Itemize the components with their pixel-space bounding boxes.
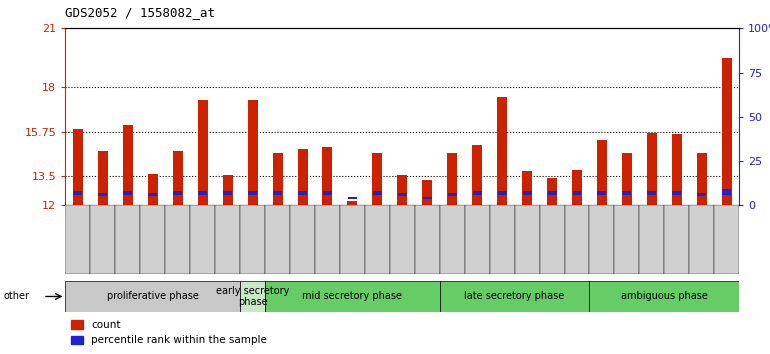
Bar xyxy=(273,153,283,205)
Bar xyxy=(598,190,607,195)
Bar xyxy=(98,151,108,205)
Bar xyxy=(223,190,232,195)
FancyBboxPatch shape xyxy=(465,205,490,274)
Text: proliferative phase: proliferative phase xyxy=(107,291,199,302)
FancyBboxPatch shape xyxy=(440,281,590,312)
FancyBboxPatch shape xyxy=(440,205,465,274)
Bar xyxy=(373,190,382,195)
Bar xyxy=(73,190,82,195)
Bar xyxy=(523,190,531,195)
Bar xyxy=(148,174,158,205)
FancyBboxPatch shape xyxy=(614,205,639,274)
Bar xyxy=(248,190,257,195)
FancyBboxPatch shape xyxy=(240,205,265,274)
Text: late secretory phase: late secretory phase xyxy=(464,291,564,302)
Bar xyxy=(198,100,208,205)
Legend: count, percentile rank within the sample: count, percentile rank within the sample xyxy=(71,320,267,346)
Bar xyxy=(672,190,681,195)
FancyBboxPatch shape xyxy=(564,205,590,274)
FancyBboxPatch shape xyxy=(715,205,739,274)
FancyBboxPatch shape xyxy=(240,281,265,312)
Bar xyxy=(447,193,457,196)
FancyBboxPatch shape xyxy=(540,205,564,274)
Bar xyxy=(722,189,732,194)
Bar xyxy=(323,147,333,205)
Text: other: other xyxy=(4,291,30,302)
Text: GDS2052 / 1558082_at: GDS2052 / 1558082_at xyxy=(65,6,216,19)
Bar xyxy=(173,190,182,195)
FancyBboxPatch shape xyxy=(315,205,340,274)
Bar xyxy=(198,190,207,195)
Bar xyxy=(397,175,407,205)
Bar xyxy=(648,190,656,195)
Bar xyxy=(597,141,607,205)
Bar xyxy=(273,190,282,195)
Bar xyxy=(721,58,731,205)
FancyBboxPatch shape xyxy=(340,205,365,274)
FancyBboxPatch shape xyxy=(65,281,240,312)
Bar xyxy=(423,198,432,199)
Bar xyxy=(123,125,132,205)
Bar xyxy=(373,153,383,205)
FancyBboxPatch shape xyxy=(665,205,689,274)
FancyBboxPatch shape xyxy=(190,205,215,274)
FancyBboxPatch shape xyxy=(390,205,415,274)
FancyBboxPatch shape xyxy=(514,205,540,274)
Bar xyxy=(348,198,357,199)
Bar xyxy=(547,190,557,195)
Bar xyxy=(671,133,681,205)
Bar xyxy=(73,129,83,205)
Bar xyxy=(447,153,457,205)
FancyBboxPatch shape xyxy=(689,205,715,274)
Bar xyxy=(472,145,482,205)
Bar xyxy=(497,97,507,205)
Bar xyxy=(172,151,182,205)
Bar xyxy=(248,100,258,205)
Text: mid secretory phase: mid secretory phase xyxy=(303,291,403,302)
Bar xyxy=(622,153,632,205)
Bar xyxy=(647,132,657,205)
Bar xyxy=(572,170,582,205)
FancyBboxPatch shape xyxy=(490,205,514,274)
Bar xyxy=(398,193,407,196)
FancyBboxPatch shape xyxy=(140,205,166,274)
Bar xyxy=(698,193,706,196)
FancyBboxPatch shape xyxy=(215,205,240,274)
Bar xyxy=(573,190,581,195)
FancyBboxPatch shape xyxy=(116,205,140,274)
Bar xyxy=(422,180,432,205)
Bar xyxy=(697,153,707,205)
FancyBboxPatch shape xyxy=(290,205,315,274)
FancyBboxPatch shape xyxy=(65,205,90,274)
Bar xyxy=(622,190,631,195)
FancyBboxPatch shape xyxy=(415,205,440,274)
FancyBboxPatch shape xyxy=(590,281,739,312)
Bar xyxy=(99,193,107,196)
FancyBboxPatch shape xyxy=(265,205,290,274)
FancyBboxPatch shape xyxy=(365,205,390,274)
Bar xyxy=(547,178,557,205)
FancyBboxPatch shape xyxy=(90,205,116,274)
Bar xyxy=(297,149,307,205)
Text: early secretory
phase: early secretory phase xyxy=(216,286,290,307)
FancyBboxPatch shape xyxy=(639,205,665,274)
Bar xyxy=(347,201,357,205)
Text: ambiguous phase: ambiguous phase xyxy=(621,291,708,302)
Bar xyxy=(149,193,157,196)
Bar xyxy=(123,190,132,195)
Bar xyxy=(223,175,233,205)
Bar xyxy=(323,190,332,195)
FancyBboxPatch shape xyxy=(166,205,190,274)
Bar xyxy=(298,190,307,195)
Bar xyxy=(497,190,507,195)
Bar xyxy=(522,171,532,205)
Bar xyxy=(473,190,482,195)
FancyBboxPatch shape xyxy=(590,205,614,274)
FancyBboxPatch shape xyxy=(265,281,440,312)
